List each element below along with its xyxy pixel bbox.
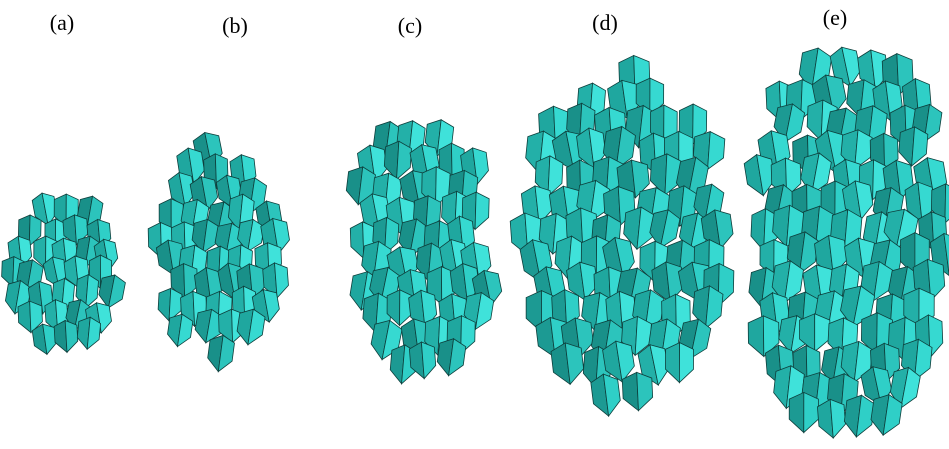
panel-label: (d)	[592, 10, 618, 35]
panel-label: (b)	[222, 13, 248, 38]
panel-label: (e)	[823, 5, 847, 30]
panel-label: (c)	[398, 13, 422, 38]
figure: (a) (b) (c) (d) (e)	[0, 0, 949, 449]
panel-label: (a)	[50, 10, 74, 35]
